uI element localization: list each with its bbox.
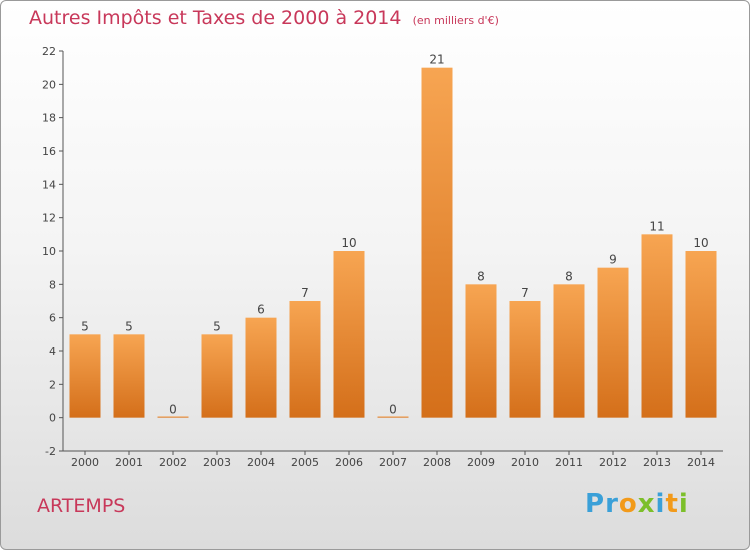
proxiti-logo: Proxiti bbox=[585, 489, 689, 519]
y-tick-label: 20 bbox=[42, 78, 56, 91]
y-tick-label: 10 bbox=[42, 245, 56, 258]
bar bbox=[157, 416, 189, 418]
x-tick-label: 2006 bbox=[335, 456, 363, 469]
x-tick-label: 2001 bbox=[115, 456, 143, 469]
x-tick-label: 2008 bbox=[423, 456, 451, 469]
bar bbox=[289, 301, 321, 418]
bar-value-label: 5 bbox=[213, 319, 221, 333]
bar bbox=[69, 334, 101, 418]
bar-value-label: 10 bbox=[341, 236, 356, 250]
logo-letter: x bbox=[637, 489, 656, 519]
x-tick-label: 2010 bbox=[511, 456, 539, 469]
bar-value-label: 5 bbox=[81, 319, 89, 333]
x-tick-label: 2011 bbox=[555, 456, 583, 469]
x-tick-label: 2012 bbox=[599, 456, 627, 469]
chart-title: Autres Impôts et Taxes de 2000 à 2014 bbox=[29, 7, 402, 29]
x-tick-label: 2007 bbox=[379, 456, 407, 469]
chart-subtitle: (en milliers d'€) bbox=[412, 14, 499, 27]
y-tick-label: 18 bbox=[42, 112, 56, 125]
x-tick-label: 2005 bbox=[291, 456, 319, 469]
bar bbox=[201, 334, 233, 418]
bar-value-label: 0 bbox=[389, 403, 397, 417]
y-tick-label: 22 bbox=[42, 45, 56, 58]
logo-letter: P bbox=[585, 489, 606, 519]
bar-value-label: 0 bbox=[169, 403, 177, 417]
y-tick-label: 16 bbox=[42, 145, 56, 158]
commune-name: ARTEMPS bbox=[37, 495, 126, 517]
logo-letter: i bbox=[655, 489, 666, 519]
bar-value-label: 5 bbox=[125, 319, 133, 333]
x-tick-label: 2004 bbox=[247, 456, 275, 469]
x-tick-label: 2014 bbox=[687, 456, 715, 469]
bar-value-label: 6 bbox=[257, 303, 265, 317]
x-tick-label: 2009 bbox=[467, 456, 495, 469]
logo-letter: o bbox=[618, 489, 638, 519]
x-tick-label: 2002 bbox=[159, 456, 187, 469]
bar bbox=[509, 301, 541, 418]
bar bbox=[641, 234, 673, 418]
bar bbox=[377, 416, 409, 418]
bar-value-label: 10 bbox=[693, 236, 708, 250]
bar bbox=[685, 251, 717, 418]
x-tick-label: 2013 bbox=[643, 456, 671, 469]
bar-value-label: 8 bbox=[477, 269, 485, 283]
y-tick-label: 6 bbox=[49, 312, 56, 325]
y-tick-label: 12 bbox=[42, 212, 56, 225]
bar-value-label: 7 bbox=[301, 286, 309, 300]
bar bbox=[597, 267, 629, 418]
logo-letter: i bbox=[678, 489, 689, 519]
bar bbox=[421, 67, 453, 418]
bar bbox=[553, 284, 585, 418]
chart-title-block: Autres Impôts et Taxes de 2000 à 2014 (e… bbox=[29, 7, 499, 29]
y-tick-label: 8 bbox=[49, 278, 56, 291]
x-tick-label: 2000 bbox=[71, 456, 99, 469]
bar-value-label: 8 bbox=[565, 269, 573, 283]
x-tick-label: 2003 bbox=[203, 456, 231, 469]
y-tick-label: 2 bbox=[49, 378, 56, 391]
logo-letter: t bbox=[665, 489, 679, 519]
bar-value-label: 9 bbox=[609, 253, 617, 267]
bar-value-label: 7 bbox=[521, 286, 529, 300]
y-tick-label: 0 bbox=[49, 412, 56, 425]
bar bbox=[113, 334, 145, 418]
bar-value-label: 21 bbox=[429, 53, 444, 67]
bar-value-label: 11 bbox=[649, 219, 664, 233]
y-tick-label: 14 bbox=[42, 178, 56, 191]
bar bbox=[465, 284, 497, 418]
bar bbox=[245, 317, 277, 418]
logo-letter: r bbox=[605, 489, 619, 519]
y-tick-label: -2 bbox=[45, 445, 56, 458]
y-tick-label: 4 bbox=[49, 345, 56, 358]
bar bbox=[333, 251, 365, 418]
